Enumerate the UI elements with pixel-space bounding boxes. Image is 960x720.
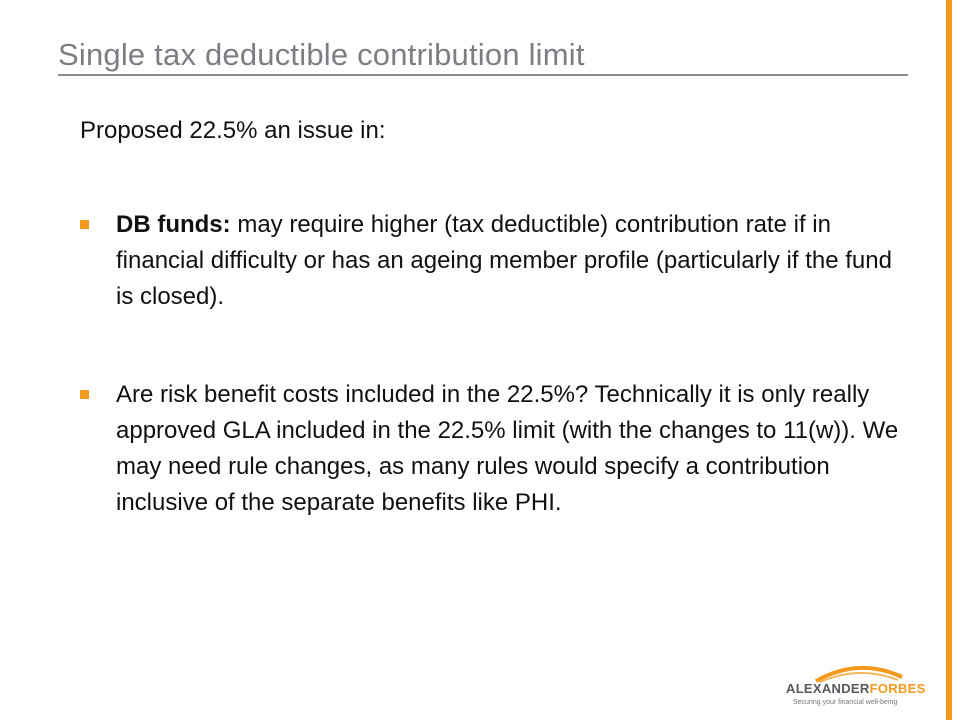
bullet-text: Are risk benefit costs included in the 2… [116, 377, 900, 521]
logo-tagline: Securing your financial well-being [793, 699, 898, 706]
bullet-square-icon [80, 390, 89, 399]
bullet-item-risk-benefits: Are risk benefit costs included in the 2… [80, 377, 900, 521]
slide-title: Single tax deductible contribution limit [58, 37, 585, 72]
logo-name-part2: FORBES [869, 681, 926, 696]
intro-text: Proposed 22.5% an issue in: [80, 117, 386, 144]
logo-arc-icon [815, 666, 903, 683]
bullet-item-db-funds: DB funds: may require higher (tax deduct… [80, 207, 900, 315]
right-accent-bar [946, 0, 952, 720]
bullet-lead: DB funds: [116, 211, 231, 238]
bullet-square-icon [80, 220, 89, 229]
bullet-body: may require higher (tax deductible) cont… [116, 211, 892, 310]
logo-name-part1: ALEXANDER [786, 681, 870, 696]
alexander-forbes-logo: ALEXANDERFORBES Securing your financial … [786, 663, 936, 711]
bullet-text: DB funds: may require higher (tax deduct… [116, 207, 900, 315]
title-underline [58, 74, 908, 76]
logo-wordmark: ALEXANDERFORBES [786, 681, 926, 696]
bullet-body: Are risk benefit costs included in the 2… [116, 381, 899, 516]
